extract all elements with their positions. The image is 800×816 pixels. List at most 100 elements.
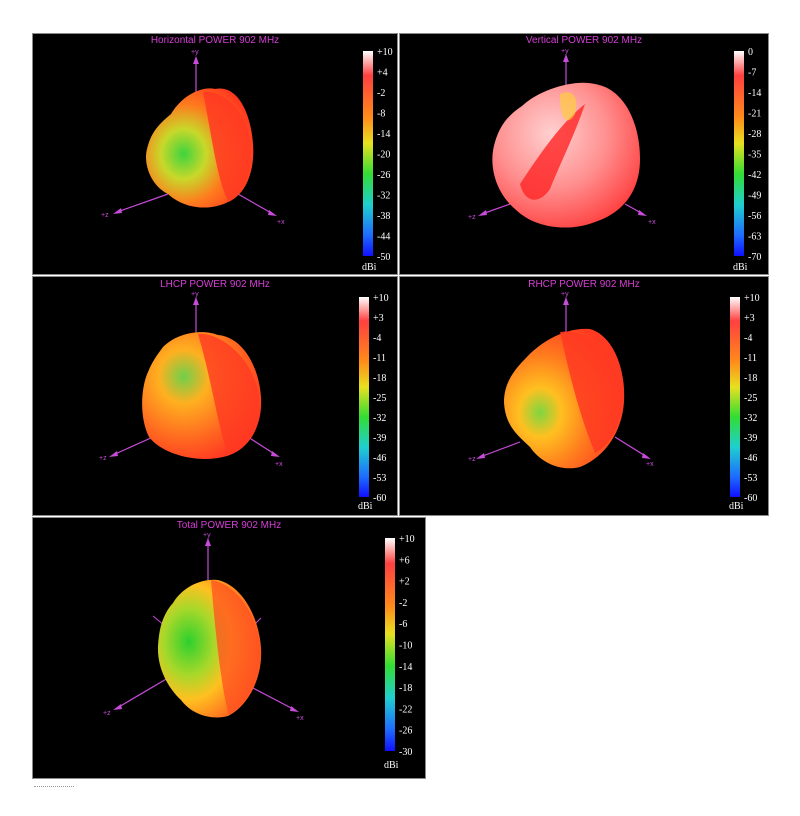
colorbar-unit: dBi: [358, 501, 373, 512]
colorbar-tick-label: -46: [744, 453, 757, 464]
colorbar-tick-label: -26: [377, 170, 390, 181]
axis-x: [252, 687, 299, 712]
colorbar-tick-label: +3: [373, 313, 384, 324]
colorbar-tick-label: +10: [399, 534, 415, 545]
colorbar-tick-label: -50: [377, 252, 390, 263]
colorbar-tick-label: -14: [748, 88, 761, 99]
colorbar-tick-label: -18: [744, 373, 757, 384]
colorbar-tick-label: -53: [744, 473, 757, 484]
axis-label-x: +x: [296, 715, 304, 722]
axis-z: [109, 436, 154, 457]
plot-area: +y +z +x +10 +3 -4 -11 -18 -25 -32 -39 -46 -53 -60…: [99, 291, 389, 512]
colorbar-tick-label: -35: [748, 150, 761, 161]
axis-label-y: +y: [191, 49, 199, 56]
axis-label-x: +x: [646, 461, 654, 468]
colorbar-tick-label: +6: [399, 555, 410, 566]
colorbar: [385, 538, 395, 751]
colorbar-tick-label: -38: [377, 211, 390, 222]
colorbar-tick-label: -39: [744, 433, 757, 444]
colorbar-tick-label: -11: [744, 353, 757, 364]
colorbar-tick-label: -46: [373, 453, 386, 464]
colorbar-tick-label: -4: [744, 333, 752, 344]
chart-panel-horizontal: Horizontal POWER 902 MHz: [32, 33, 398, 275]
colorbar-unit: dBi: [729, 501, 744, 512]
axis-label-x: +x: [648, 219, 656, 226]
colorbar-tick-label: +2: [399, 577, 410, 588]
colorbar-tick-label: -2: [377, 88, 385, 99]
axis-label-y: +y: [203, 532, 211, 539]
axis-label-z: +z: [103, 710, 111, 717]
footnote-mark: [34, 782, 74, 787]
axis-label-z: +z: [468, 214, 476, 221]
chart-panel-total: Total POWER 902 MHz +y +z +x: [32, 517, 426, 779]
axis-x: [247, 436, 280, 457]
colorbar-tick-label: -18: [399, 683, 412, 694]
axis-label-z: +z: [468, 456, 476, 463]
colorbar-ticks: +10 +4 -2 -8 -14 -20 -26 -32 -38 -44 -50: [377, 47, 393, 263]
colorbar-tick-label: -20: [377, 150, 390, 161]
chart-title: RHCP POWER 902 MHz: [528, 279, 640, 290]
axis-x: [237, 193, 277, 216]
colorbar-tick-label: -7: [748, 68, 756, 79]
axis-label-y: +y: [561, 48, 569, 55]
plot-area: +y +z +x +10 +6 +2 -2 -6 -10 -14 -18 -22 -26 -30 d…: [103, 532, 415, 771]
colorbar-tick-label: -56: [748, 211, 761, 222]
colorbar-unit: dBi: [384, 760, 399, 771]
colorbar-unit: dBi: [362, 262, 377, 273]
colorbar-tick-label: +10: [377, 47, 393, 58]
colorbar-tick-label: -10: [399, 641, 412, 652]
colorbar-ticks: +10 +3 -4 -11 -18 -25 -32 -39 -46 -53 -60: [373, 293, 389, 504]
axis-label-y: +y: [191, 291, 199, 298]
colorbar-unit: dBi: [733, 262, 748, 273]
colorbar-tick-label: 0: [748, 47, 753, 58]
chart-title: Horizontal POWER 902 MHz: [150, 35, 280, 46]
colorbar-tick-label: -32: [377, 191, 390, 202]
axis-z: [478, 203, 511, 216]
colorbar: [730, 297, 740, 497]
colorbar-tick-label: -25: [373, 393, 386, 404]
colorbar: [363, 51, 373, 256]
colorbar-tick-label: +4: [377, 68, 388, 79]
axis-x: [614, 436, 651, 459]
chart-panel-lhcp: LHCP POWER 902 MHz +y +z +x +10 +3: [32, 276, 398, 516]
colorbar-tick-label: -2: [399, 598, 407, 609]
colorbar-tick-label: -11: [373, 353, 386, 364]
colorbar-tick-label: -32: [373, 413, 386, 424]
colorbar-tick-label: -44: [377, 232, 390, 243]
colorbar-tick-label: -4: [373, 333, 381, 344]
colorbar-tick-label: -28: [748, 129, 761, 140]
chart-title: Vertical POWER 902 MHz: [525, 35, 643, 46]
colorbar-tick-label: -25: [744, 393, 757, 404]
colorbar-tick-label: -21: [748, 109, 761, 120]
colorbar-tick-label: -39: [373, 433, 386, 444]
axis-x: [624, 203, 647, 216]
chart-panel-vertical: Vertical POWER 902 MHz +y +z +x: [399, 33, 769, 275]
axis-z: [113, 193, 169, 214]
plot-area: +y +z +x +10+4-2-8-14-20-26-32-38-44-50 …: [101, 47, 393, 273]
chart-title: Total POWER 902 MHz: [176, 520, 282, 531]
axis-label-z: +z: [99, 455, 107, 462]
plot-area: +y +z +x 0-7-14-21-28-35-42-49-56-63-70 …: [468, 47, 761, 273]
chart-title: LHCP POWER 902 MHz: [160, 279, 270, 290]
colorbar-tick-label: -70: [748, 252, 761, 263]
colorbar-ticks: 0 -7 -14 -21 -28 -35 -42 -49 -56 -63 -70: [748, 47, 761, 263]
colorbar-tick-label: -60: [744, 493, 757, 504]
colorbar: [359, 297, 369, 497]
colorbar-tick-label: -30: [399, 747, 412, 758]
colorbar-ticks: +10 +6 +2 -2 -6 -10 -14 -18 -22 -26 -30: [399, 534, 415, 758]
axis-z: [113, 677, 169, 710]
axis-z: [476, 441, 521, 459]
colorbar-tick-label: -14: [399, 662, 412, 673]
colorbar-tick-label: -26: [399, 726, 412, 737]
colorbar-tick-label: -53: [373, 473, 386, 484]
colorbar-tick-label: +3: [744, 313, 755, 324]
plot-area: +y +z +x +10 +3 -4 -11 -18 -25 -32 -39 -46 -53 -60…: [468, 291, 760, 512]
axis-label-z: +z: [101, 212, 109, 219]
colorbar-tick-label: -18: [373, 373, 386, 384]
axis-label-x: +x: [277, 219, 285, 226]
colorbar-tick-label: -63: [748, 232, 761, 243]
axis-label-y: +y: [561, 291, 569, 298]
colorbar-tick-label: -6: [399, 619, 407, 630]
colorbar: [734, 51, 744, 256]
colorbar-ticks: +10 +3 -4 -11 -18 -25 -32 -39 -46 -53 -60: [744, 293, 760, 504]
